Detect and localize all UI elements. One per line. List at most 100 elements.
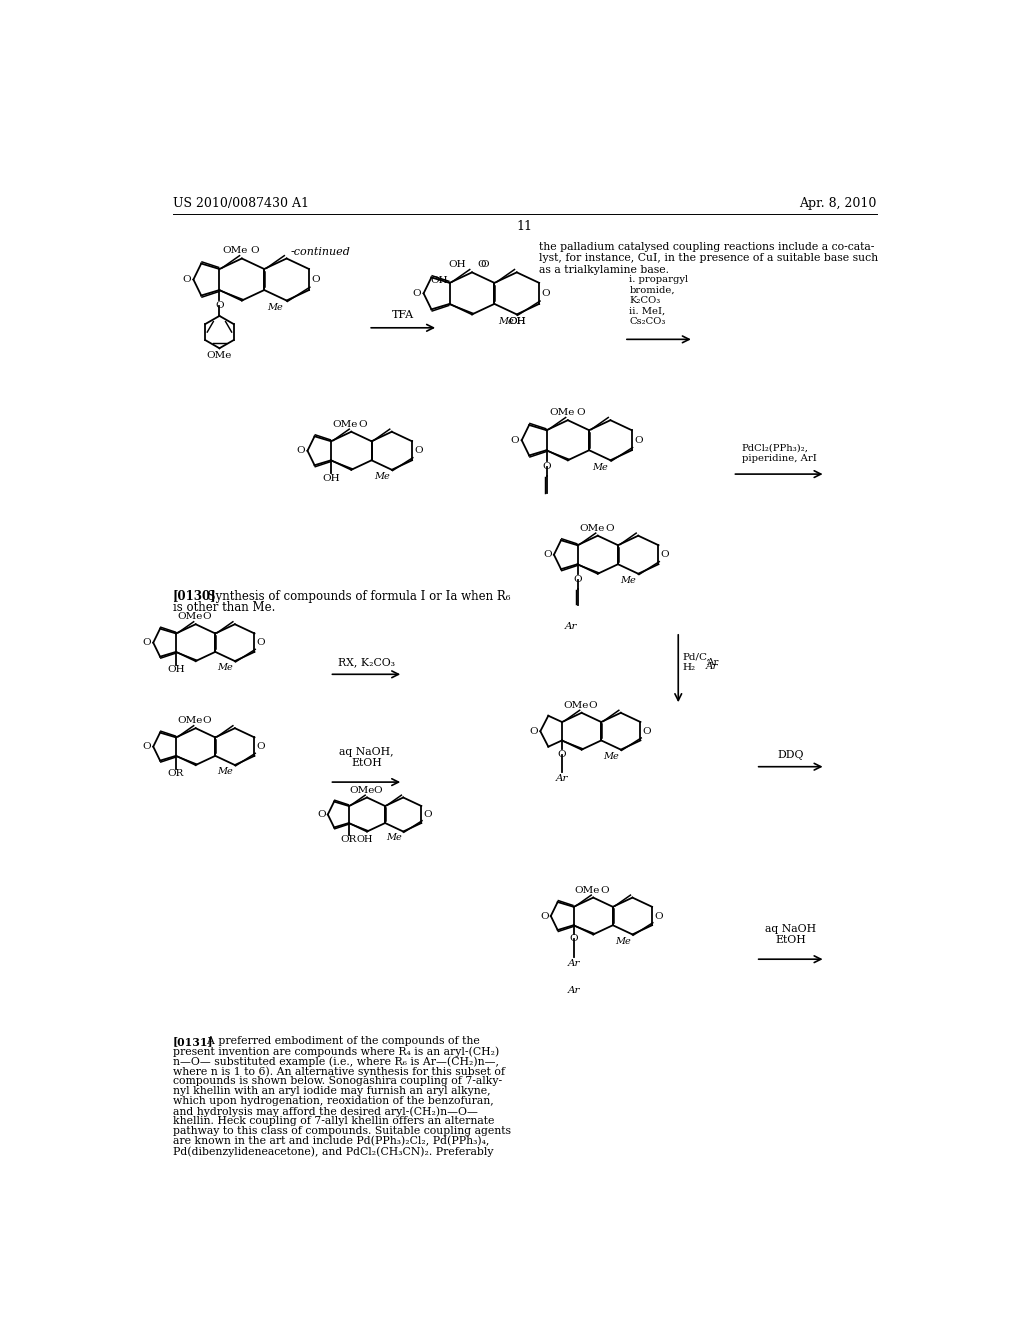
Text: O: O [543, 550, 552, 560]
Text: O: O [575, 408, 585, 417]
Text: OR: OR [168, 770, 184, 779]
Text: are known in the art and include Pd(PPh₃)₂Cl₂, Pd(PPh₃)₄,: are known in the art and include Pd(PPh₃… [173, 1137, 489, 1147]
Text: US 2010/0087430 A1: US 2010/0087430 A1 [173, 197, 309, 210]
Text: Ar: Ar [567, 958, 580, 968]
Text: n—O— substituted example (i.e., where R₆ is Ar—(CH₂)n—,: n—O— substituted example (i.e., where R₆… [173, 1056, 499, 1067]
Text: O: O [373, 785, 382, 795]
Text: O: O [573, 576, 582, 585]
Text: DDQ: DDQ [777, 750, 804, 760]
Text: Me: Me [386, 833, 402, 842]
Text: OMe: OMe [549, 408, 574, 417]
Text: Ar: Ar [706, 661, 718, 671]
Text: OH: OH [356, 836, 373, 843]
Text: OMe: OMe [563, 701, 589, 710]
Text: O: O [257, 638, 265, 647]
Text: OMe: OMe [177, 717, 203, 726]
Text: Pd/C,
H₂: Pd/C, H₂ [683, 652, 711, 672]
Text: O: O [203, 717, 211, 726]
Text: TFA: TFA [392, 310, 414, 321]
Text: O: O [142, 638, 152, 647]
Text: Me: Me [374, 473, 389, 480]
Text: aq NaOH,
EtOH: aq NaOH, EtOH [339, 747, 393, 768]
Text: O: O [311, 275, 321, 284]
Text: Ar: Ar [567, 986, 580, 995]
Text: O: O [600, 886, 609, 895]
Text: OR: OR [341, 836, 357, 845]
Text: O: O [542, 289, 550, 298]
Text: A preferred embodiment of the compounds of the: A preferred embodiment of the compounds … [200, 1036, 480, 1047]
Text: OH: OH [508, 317, 525, 326]
Text: O: O [358, 420, 368, 429]
Text: OMe: OMe [207, 351, 232, 359]
Text: O: O [477, 260, 485, 268]
Text: O: O [558, 750, 566, 759]
Text: O: O [142, 742, 152, 751]
Text: OH: OH [449, 260, 466, 268]
Text: O: O [540, 912, 549, 920]
Text: OMe: OMe [580, 524, 604, 533]
Text: Me: Me [217, 767, 232, 776]
Text: O: O [542, 462, 551, 471]
Text: Me: Me [267, 304, 284, 312]
Text: Me: Me [603, 752, 618, 760]
Text: O: O [215, 301, 224, 309]
Text: O: O [654, 912, 663, 920]
Text: OH: OH [430, 276, 447, 285]
Text: i. propargyl
bromide,
K₂CO₃
ii. MeI,
Cs₂CO₃: i. propargyl bromide, K₂CO₃ ii. MeI, Cs₂… [630, 276, 688, 326]
Text: nyl khellin with an aryl iodide may furnish an aryl alkyne,: nyl khellin with an aryl iodide may furn… [173, 1086, 490, 1096]
Text: OH: OH [167, 665, 185, 675]
Text: O: O [257, 742, 265, 751]
Text: O: O [182, 275, 190, 284]
Text: OMe: OMe [349, 785, 375, 795]
Text: Ar: Ar [707, 657, 719, 667]
Text: OH: OH [323, 474, 340, 483]
Text: O: O [605, 524, 613, 533]
Text: Me: Me [217, 663, 232, 672]
Text: O: O [634, 436, 643, 445]
Text: which upon hydrogenation, reoxidation of the benzofuran,: which upon hydrogenation, reoxidation of… [173, 1096, 494, 1106]
Text: present invention are compounds where R₄ is an aryl-(CH₂): present invention are compounds where R₄… [173, 1047, 500, 1057]
Text: Me: Me [498, 317, 513, 326]
Text: pathway to this class of compounds. Suitable coupling agents: pathway to this class of compounds. Suit… [173, 1126, 511, 1137]
Text: Synthesis of compounds of formula I or Ia when R₆: Synthesis of compounds of formula I or I… [200, 590, 511, 603]
Text: Me: Me [614, 937, 631, 945]
Text: Me: Me [592, 462, 607, 471]
Text: Ar: Ar [565, 622, 578, 631]
Text: khellin. Heck coupling of 7-allyl khellin offers an alternate: khellin. Heck coupling of 7-allyl khelli… [173, 1117, 495, 1126]
Text: OMe: OMe [333, 420, 358, 429]
Text: PdCl₂(PPh₃)₂,
piperidine, ArI: PdCl₂(PPh₃)₂, piperidine, ArI [741, 444, 816, 463]
Text: O: O [251, 247, 259, 255]
Text: OMe: OMe [574, 886, 600, 895]
Text: is other than Me.: is other than Me. [173, 601, 275, 614]
Text: OH: OH [508, 318, 525, 326]
Text: O: O [589, 701, 597, 710]
Text: O: O [529, 727, 539, 735]
Text: [0131]: [0131] [173, 1036, 214, 1047]
Text: compounds is shown below. Sonogashira coupling of 7-alky-: compounds is shown below. Sonogashira co… [173, 1076, 502, 1086]
Text: [0130]: [0130] [173, 590, 216, 603]
Text: Me: Me [621, 576, 636, 585]
Text: RX, K₂CO₃: RX, K₂CO₃ [338, 657, 395, 668]
Text: where n is 1 to 6). An alternative synthesis for this subset of: where n is 1 to 6). An alternative synth… [173, 1067, 505, 1077]
Text: OMe: OMe [177, 612, 203, 622]
Text: O: O [413, 289, 421, 298]
Text: Apr. 8, 2010: Apr. 8, 2010 [800, 197, 877, 210]
Text: O: O [643, 727, 651, 735]
Text: Pd(dibenzylideneacetone), and PdCl₂(CH₃CN)₂. Preferably: Pd(dibenzylideneacetone), and PdCl₂(CH₃C… [173, 1146, 494, 1156]
Text: the palladium catalysed coupling reactions include a co-cata-
lyst, for instance: the palladium catalysed coupling reactio… [539, 242, 878, 275]
Text: O: O [569, 935, 578, 944]
Text: O: O [660, 550, 670, 560]
Text: -continued: -continued [290, 247, 350, 257]
Text: aq NaOH
EtOH: aq NaOH EtOH [765, 924, 816, 945]
Text: 11: 11 [517, 220, 532, 234]
Text: O: O [480, 260, 489, 269]
Text: O: O [317, 810, 326, 818]
Text: O: O [203, 612, 211, 622]
Text: Ar: Ar [556, 774, 568, 783]
Text: and hydrolysis may afford the desired aryl-(CH₂)n—O—: and hydrolysis may afford the desired ar… [173, 1106, 478, 1117]
Text: O: O [415, 446, 423, 455]
Text: O: O [423, 810, 432, 818]
Text: O: O [297, 446, 305, 455]
Text: OMe: OMe [222, 247, 248, 255]
Text: O: O [511, 436, 519, 445]
